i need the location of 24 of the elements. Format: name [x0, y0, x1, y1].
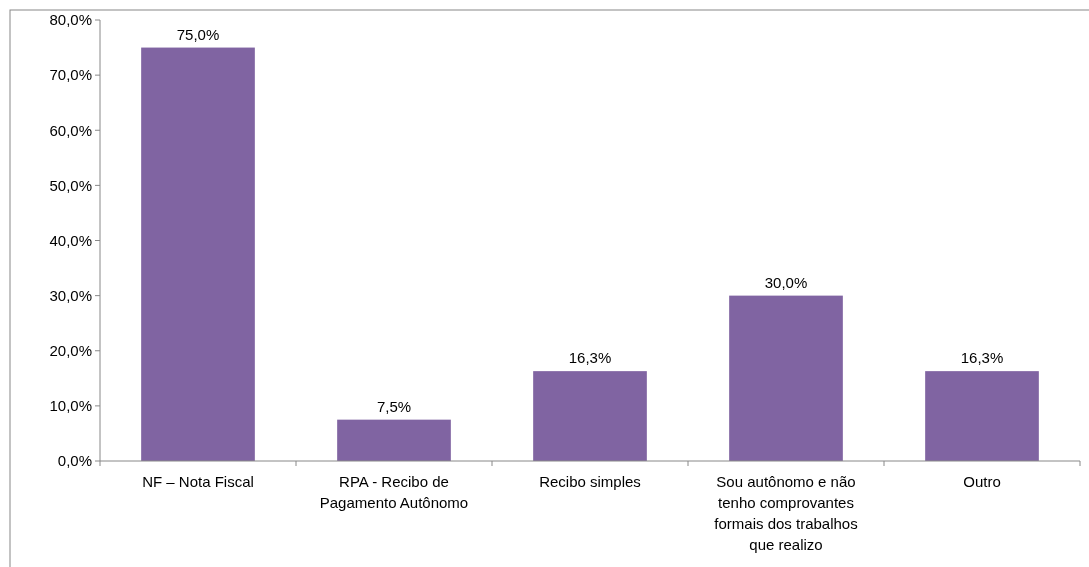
data-label: 16,3% — [568, 349, 612, 367]
bar — [925, 371, 1039, 461]
bar — [729, 295, 843, 461]
bar — [337, 419, 451, 461]
y-tick-label: 50,0% — [49, 176, 92, 194]
y-tick-label: 30,0% — [49, 286, 92, 304]
y-tick-label: 0,0% — [57, 452, 92, 470]
x-tick-label: Recibo simples — [539, 473, 641, 490]
x-tick-label: RPA - Recibo de Pagamento Autônomo — [319, 473, 469, 511]
y-tick-label: 20,0% — [49, 342, 92, 359]
bar — [533, 371, 647, 461]
y-tick-label: 40,0% — [49, 231, 92, 249]
x-tick-label: Outro — [963, 473, 1001, 490]
x-tick-label: NF – Nota Fiscal — [142, 473, 254, 490]
bar — [141, 47, 255, 461]
data-label: 30,0% — [764, 273, 808, 291]
x-tick-label: Sou autônomo e não tenho comprovantes formais dos trabalhos que realizo — [714, 473, 858, 553]
y-tick-label: 10,0% — [49, 397, 92, 415]
y-tick-label: 60,0% — [49, 121, 92, 139]
data-label: 7,5% — [376, 397, 412, 415]
data-label: 75,0% — [176, 25, 220, 43]
y-tick-label: 70,0% — [49, 66, 92, 84]
data-label: 16,3% — [960, 349, 1004, 367]
y-tick-label: 80,0% — [49, 11, 92, 29]
